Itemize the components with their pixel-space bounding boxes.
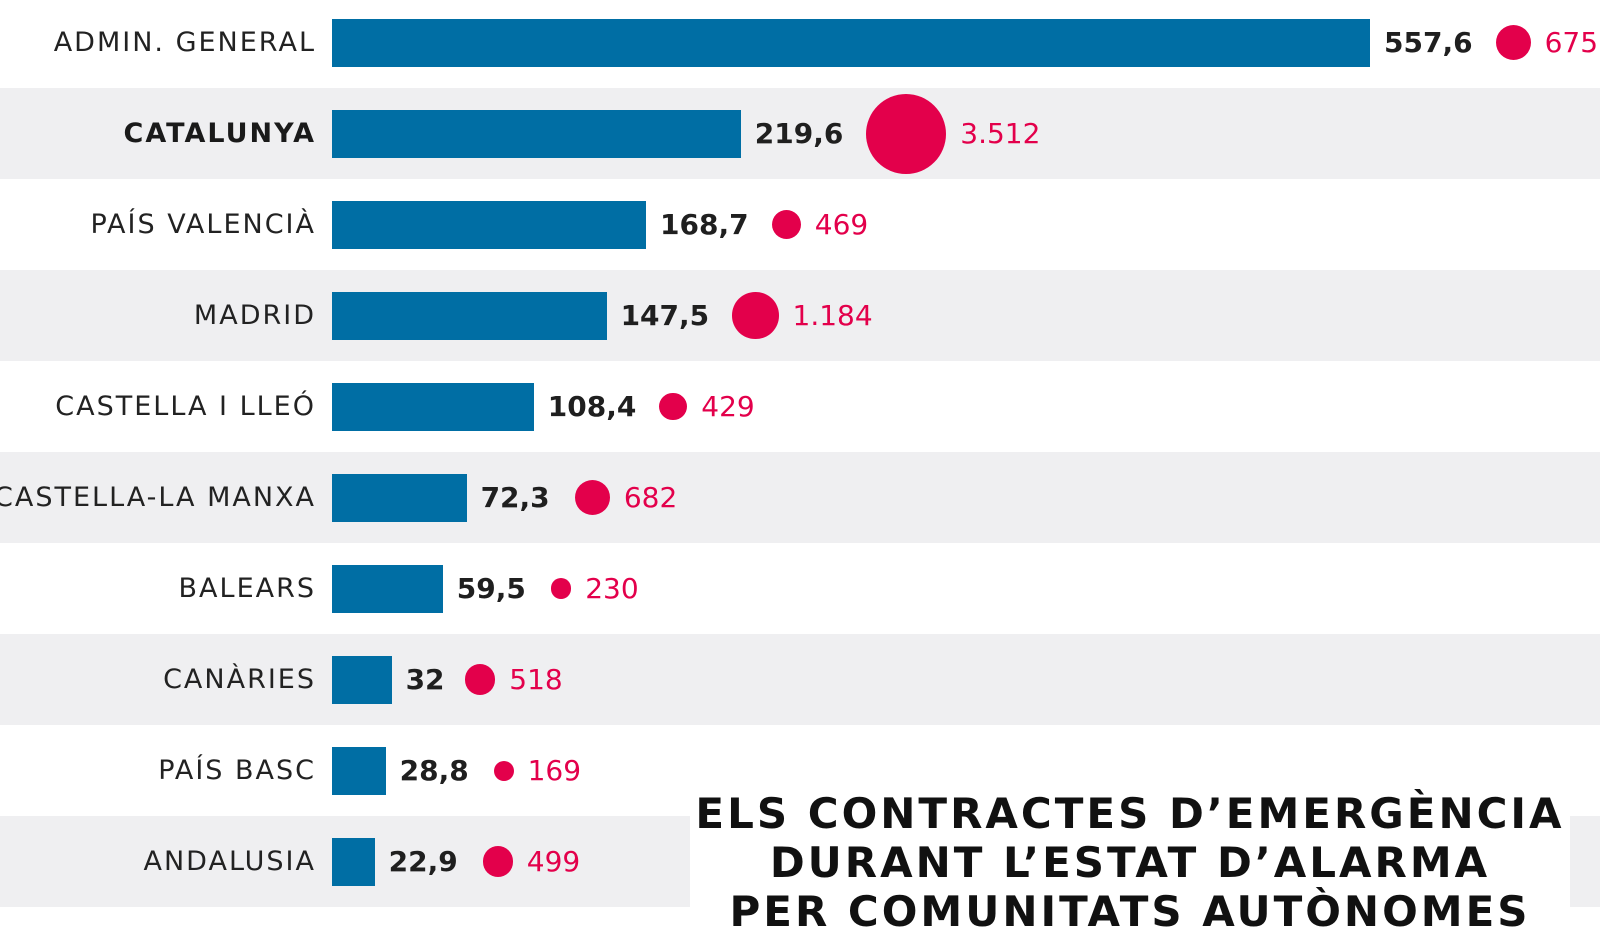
bar [332,291,607,340]
category-label: BALEARS [178,573,316,604]
bar [332,18,1370,67]
chart-title-line-2: DURANT L’ESTAT D’ALARMA [769,838,1491,887]
chart-area: ADMIN. GENERAL 557,6 675 CATALUNYA 219,6 3.51… [0,18,1600,907]
category-label: CASTELLA-LA MANXA [0,482,316,513]
category-label: PAÍS BASC [158,755,316,786]
contracts-label: 3.512 [960,117,1041,150]
contracts-label: 1.184 [792,299,873,332]
contracts-label: 675 [1544,26,1599,59]
value-label: 147,5 [620,299,710,332]
category-label: MADRID [193,300,316,331]
contracts-label: 429 [701,390,755,423]
bar [332,200,647,249]
contracts-dot [866,93,947,174]
category-label: CANÀRIES [163,664,316,695]
category-label: CASTELLA I LLEÓ [55,391,316,422]
contracts-dot [732,292,779,339]
chart-title: ELS CONTRACTES D’EMERGÈNCIA DURANT L’EST… [690,785,1570,936]
value-label: 219,6 [754,117,844,150]
bar [332,109,741,158]
contracts-dot [574,479,610,516]
row-band [0,634,1600,725]
chart-title-line-1: ELS CONTRACTES D’EMERGÈNCIA [695,789,1565,838]
category-label: CATALUNYA [123,118,316,149]
value-label: 59,5 [456,572,526,605]
contracts-label: 169 [527,754,582,787]
contracts-dot [550,578,572,599]
value-label: 168,7 [660,208,749,241]
bar [332,655,392,704]
contracts-label: 469 [814,208,869,241]
value-label: 32 [405,663,445,696]
bar [332,746,386,795]
value-label: 557,6 [1384,26,1473,59]
row-band [0,452,1600,543]
bar [332,564,443,613]
bar [332,837,375,886]
contracts-dot [482,846,513,877]
contracts-label: 518 [509,663,563,696]
chart-title-line-3: PER COMUNITATS AUTÒNOMES [729,887,1531,936]
category-label: ADMIN. GENERAL [53,27,316,58]
contracts-dot [493,760,514,781]
contracts-dot [771,209,801,240]
contracts-label: 682 [623,481,678,514]
value-label: 72,3 [480,481,550,514]
category-label: ANDALUSIA [143,846,316,877]
bar [332,382,534,431]
contracts-label: 499 [526,845,581,878]
value-label: 22,9 [388,845,458,878]
value-label: 108,4 [547,390,637,423]
value-label: 28,8 [399,754,469,787]
row-band [0,270,1600,361]
contracts-label: 230 [585,572,639,605]
row-band [0,88,1600,179]
bar [332,473,467,522]
category-label: PAÍS VALENCIÀ [90,209,316,240]
contracts-dot [659,392,688,421]
contracts-dot [1495,24,1531,61]
contracts-dot [464,664,496,695]
